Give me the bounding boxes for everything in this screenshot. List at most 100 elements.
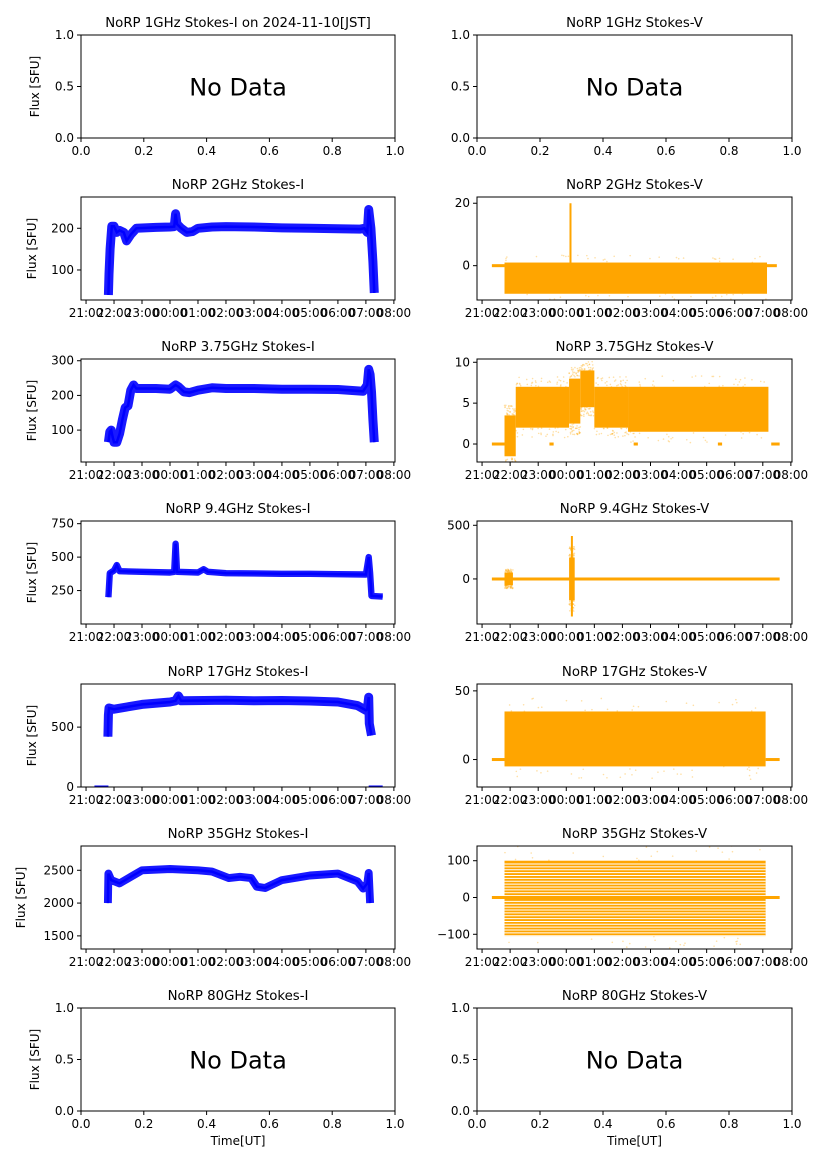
stokes-v-point [620, 427, 623, 430]
stokes-v-point [566, 382, 568, 384]
x-tick-label: 03:00 [633, 630, 668, 644]
stokes-v-cloud [580, 370, 595, 408]
stokes-v-point [622, 940, 624, 943]
stokes-v-point [518, 382, 521, 385]
stokes-v-point [510, 710, 513, 712]
stokes-v-point [587, 257, 589, 260]
stokes-v-point [504, 585, 507, 588]
stokes-v-point [609, 433, 612, 436]
stokes-v-point [624, 384, 626, 387]
plot-area [94, 691, 383, 787]
x-tick-label: 03:00 [633, 468, 668, 482]
panel-title: NoRP 35GHz Stokes-I [168, 827, 309, 842]
stokes-v-point [568, 609, 571, 612]
stokes-v-point [574, 375, 576, 378]
x-tick-label: 00:00 [549, 793, 584, 807]
x-tick-label: 06:00 [717, 793, 752, 807]
stokes-v-point [572, 423, 575, 425]
stokes-v-point [557, 431, 560, 434]
stokes-v-point [515, 429, 517, 432]
stokes-v-point [507, 569, 509, 572]
x-tick-label: 0.6 [260, 1117, 279, 1131]
stokes-v-point [513, 464, 515, 466]
stokes-v-point [572, 425, 575, 428]
stokes-v-point [511, 413, 513, 415]
stokes-v-point [592, 411, 595, 414]
x-tick-label: 03:00 [633, 306, 668, 320]
stokes-v-point [509, 571, 512, 573]
stokes-v-point [532, 697, 534, 700]
stokes-v-point [511, 587, 514, 590]
axes-frame [80, 520, 396, 625]
stokes-v-point [713, 258, 716, 260]
stokes-v-point [578, 777, 580, 779]
stokes-v-point [567, 255, 570, 258]
stokes-v-point [612, 430, 614, 432]
stokes-v-point [706, 441, 708, 443]
x-tick-label: 0.0 [71, 1117, 90, 1131]
stokes-v-point [578, 431, 581, 434]
stokes-v-point [639, 385, 642, 387]
stokes-i-band [103, 205, 379, 296]
x-tick-label: 0.8 [323, 1117, 342, 1131]
stokes-v-point [591, 360, 593, 363]
x-tick-label: 07:00 [349, 955, 384, 969]
stokes-v-point [590, 414, 592, 416]
stokes-v-point [560, 384, 562, 386]
stokes-v-point [584, 709, 586, 712]
stokes-v-point [673, 298, 676, 300]
stokes-v-point [596, 377, 599, 380]
stokes-v-point [715, 940, 718, 942]
stokes-v-point [691, 769, 693, 772]
stokes-v-point [580, 408, 583, 411]
stokes-v-point [577, 369, 580, 372]
stokes-v-point [584, 408, 586, 410]
stokes-v-point [661, 375, 664, 377]
stokes-v-point [702, 436, 705, 439]
stokes-v-point [675, 256, 678, 259]
stokes-v-point [531, 427, 534, 430]
y-tick-label: 100 [51, 423, 74, 437]
stokes-v-point [507, 585, 510, 588]
stokes-v-point [613, 380, 616, 382]
x-tick-label: 08:00 [377, 468, 412, 482]
x-tick-label: 00:00 [549, 955, 584, 969]
stokes-v-point [616, 432, 618, 434]
x-tick-label: 06:00 [717, 955, 752, 969]
stokes-v-point [588, 369, 590, 372]
stokes-v-point [573, 546, 576, 548]
stokes-v-point [629, 254, 631, 257]
stokes-v-point [510, 584, 513, 587]
axes-frame [80, 845, 396, 950]
stokes-v-point [671, 436, 674, 439]
x-tick-label: 01:00 [577, 306, 612, 320]
stokes-i-band [103, 364, 379, 447]
stokes-v-point [507, 586, 509, 589]
stokes-v-point [578, 432, 581, 435]
x-tick-label: 01:00 [181, 306, 216, 320]
stokes-v-point [622, 435, 624, 437]
stokes-v-point [505, 404, 507, 407]
stokes-v-point [531, 857, 534, 859]
x-tick-label: 0.4 [197, 1117, 216, 1131]
stokes-v-point [722, 384, 724, 387]
stokes-v-point [735, 701, 738, 704]
stokes-v-point [748, 769, 751, 772]
stokes-v-point [549, 841, 551, 843]
stokes-v-point [508, 571, 511, 573]
stokes-v-point [691, 376, 693, 378]
stokes-v-point [755, 772, 758, 774]
panel-3: NoRP 2GHz Stokes-V 0 20 21:0022:0023:0000:0… [455, 178, 808, 320]
stokes-v-point [740, 437, 743, 439]
panel-title: NoRP 9.4GHz Stokes-V [560, 502, 709, 517]
stokes-v-point [567, 435, 569, 438]
stokes-v-cloud [504, 711, 766, 767]
stokes-v-point [546, 770, 549, 772]
stokes-v-point [616, 710, 619, 712]
stokes-v-point [609, 383, 612, 386]
stokes-v-point [703, 385, 706, 388]
axes-frame [80, 196, 396, 301]
stokes-v-point [630, 441, 632, 443]
x-tick-label: 03:00 [237, 306, 272, 320]
